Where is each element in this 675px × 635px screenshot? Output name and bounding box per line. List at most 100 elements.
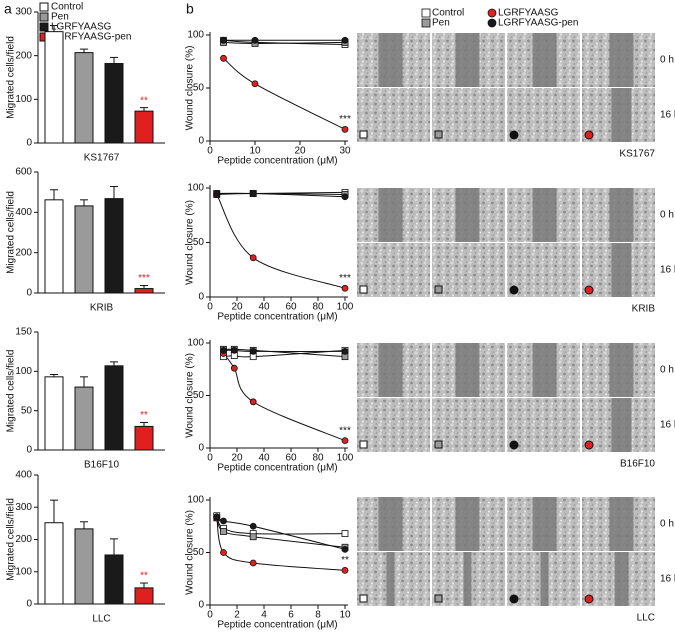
condition-icon xyxy=(359,594,368,603)
x-tick-label: 100 xyxy=(337,302,354,313)
x-tick-label: 10 xyxy=(339,610,351,621)
x-axis-label: KS1767 xyxy=(84,153,120,164)
significance: ** xyxy=(140,571,148,582)
fit-line xyxy=(216,517,346,571)
condition-icon xyxy=(584,130,594,140)
x-tick-label: 80 xyxy=(312,302,324,313)
y-tick-label: 400 xyxy=(15,207,32,218)
legend-label: LGRFYAASG-pen xyxy=(51,32,131,43)
wound-gap xyxy=(386,552,395,606)
wound-gap xyxy=(378,343,403,397)
y-tick-label: 50 xyxy=(193,83,205,94)
y-tick-label: 200 xyxy=(15,534,32,545)
marker xyxy=(230,346,238,354)
x-tick-label: 40 xyxy=(258,453,270,464)
x-tick-label: 0 xyxy=(207,302,213,313)
y-tick-label: 0 xyxy=(198,443,204,454)
x-tick-label: 60 xyxy=(285,453,297,464)
marker xyxy=(249,522,257,530)
y-tick-label: 100 xyxy=(15,94,32,105)
y-tick-label: 300 xyxy=(15,7,32,18)
marker xyxy=(341,437,349,445)
condition-icon xyxy=(359,285,368,294)
marker xyxy=(249,254,257,262)
y-tick-label: 100 xyxy=(187,183,204,194)
legend-swatch xyxy=(39,22,49,32)
cell-line-label: KS1767 xyxy=(619,149,655,160)
x-axis-label: Peptide concentration (μM) xyxy=(217,620,337,631)
y-tick-label: 0 xyxy=(198,600,204,611)
micrograph xyxy=(432,398,505,452)
bar xyxy=(74,386,94,451)
y-tick-label: 50 xyxy=(193,237,205,248)
wound-gap xyxy=(378,188,403,242)
condition-icon xyxy=(584,285,594,295)
wound-gap xyxy=(532,497,557,551)
y-tick-label: 400 xyxy=(15,470,32,481)
x-axis-label: Peptide concentration (μM) xyxy=(217,463,337,474)
y-tick-label: 200 xyxy=(15,247,32,258)
condition-icon xyxy=(434,594,443,603)
axis xyxy=(209,32,348,142)
marker xyxy=(230,364,238,372)
wound-gap xyxy=(463,552,472,606)
marker xyxy=(220,54,227,62)
marker xyxy=(487,8,497,18)
bar xyxy=(44,522,64,605)
legend-label: LGRFYAASG xyxy=(51,22,112,33)
y-axis-label: Migrated cells/field xyxy=(6,350,17,433)
x-axis-label: LLC xyxy=(92,614,110,625)
bar xyxy=(44,199,64,294)
y-tick-label: 300 xyxy=(15,502,32,513)
wound-gap xyxy=(455,33,480,87)
time-label: 0 h xyxy=(660,210,674,221)
condition-icon xyxy=(359,440,368,449)
x-axis-label: Peptide concentration (μM) xyxy=(217,312,337,323)
micrograph xyxy=(357,398,430,452)
wound-gap xyxy=(532,343,557,397)
x-axis-label: B16F10 xyxy=(84,460,119,471)
wound-gap xyxy=(611,398,632,452)
y-axis-label: Migrated cells/field xyxy=(6,191,17,274)
y-tick-label: 100 xyxy=(15,566,32,577)
x-tick-label: 80 xyxy=(312,453,324,464)
y-tick-label: 200 xyxy=(15,50,32,61)
x-axis-label: KRIB xyxy=(90,303,114,314)
marker xyxy=(341,545,349,553)
condition-icon xyxy=(584,594,594,604)
panel-label: a xyxy=(4,1,12,17)
marker xyxy=(220,36,227,44)
marker xyxy=(249,347,257,355)
marker xyxy=(220,549,227,556)
wound-gap xyxy=(609,33,634,87)
condition-icon xyxy=(509,440,519,450)
significance: ** xyxy=(140,410,148,421)
y-axis-label: Wound closure (%) xyxy=(185,46,196,131)
y-tick-label: 50 xyxy=(21,405,33,416)
condition-icon xyxy=(434,440,443,449)
micrograph xyxy=(507,398,580,452)
x-tick-label: 20 xyxy=(231,453,243,464)
time-label: 0 h xyxy=(660,519,674,530)
marker xyxy=(341,566,349,574)
marker xyxy=(251,80,259,88)
bar xyxy=(134,425,154,451)
y-axis-label: Wound closure (%) xyxy=(185,353,196,438)
x-tick-label: 4 xyxy=(261,610,267,621)
bar xyxy=(134,587,154,605)
fit-line xyxy=(223,348,346,358)
axis xyxy=(209,185,348,298)
time-label: 16 h xyxy=(660,265,675,276)
y-tick-label: 0 xyxy=(198,292,204,303)
wound-gap xyxy=(540,552,549,606)
legend-label: LGRFYAASG xyxy=(498,8,559,19)
wound-gap xyxy=(455,343,480,397)
legend-label: Pen xyxy=(432,18,450,29)
fit-line xyxy=(216,194,346,289)
y-tick-label: 100 xyxy=(187,495,204,506)
x-tick-label: 0 xyxy=(207,610,213,621)
time-label: 16 h xyxy=(660,420,675,431)
fit-line xyxy=(223,41,346,44)
condition-icon xyxy=(434,130,443,139)
